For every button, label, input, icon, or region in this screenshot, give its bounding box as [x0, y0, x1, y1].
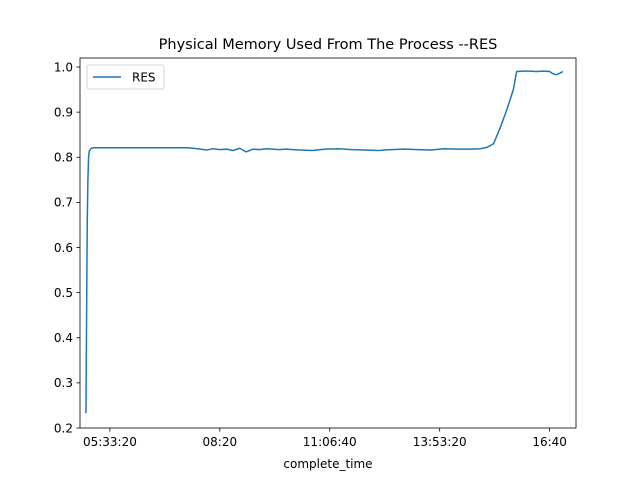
legend: RES	[86, 64, 165, 90]
y-tick-label: 0.3	[54, 376, 73, 390]
x-tick-label: 05:33:20	[83, 435, 137, 449]
x-tick-label: 16:40	[532, 435, 567, 449]
y-tick-label: 0.7	[54, 196, 73, 210]
y-tick-label: 0.4	[54, 331, 73, 345]
x-tick-label: 08:20	[203, 435, 238, 449]
plot-area	[80, 58, 576, 428]
legend-label-res: RES	[132, 71, 156, 85]
x-axis: 05:33:20 08:20 11:06:40 13:53:20 16:40	[83, 428, 567, 449]
y-tick-label: 0.6	[54, 241, 73, 255]
y-tick-label: 0.8	[54, 151, 73, 165]
legend-box	[86, 64, 165, 90]
y-tick-label: 0.5	[54, 286, 73, 300]
y-tick-label: 1.0	[54, 60, 73, 74]
x-tick-label: 11:06:40	[303, 435, 357, 449]
plot-frame	[79, 57, 577, 429]
y-tick-label: 0.2	[54, 421, 73, 435]
y-axis: 0.2 0.3 0.4 0.5 0.6 0.7 0.8 0.9 1.0	[54, 60, 80, 435]
series-line-res	[85, 70, 564, 414]
chart-title: Physical Memory Used From The Process --…	[159, 37, 498, 53]
x-axis-label: complete_time	[283, 457, 372, 471]
y-tick-label: 0.9	[54, 105, 73, 119]
x-tick-label: 13:53:20	[413, 435, 467, 449]
